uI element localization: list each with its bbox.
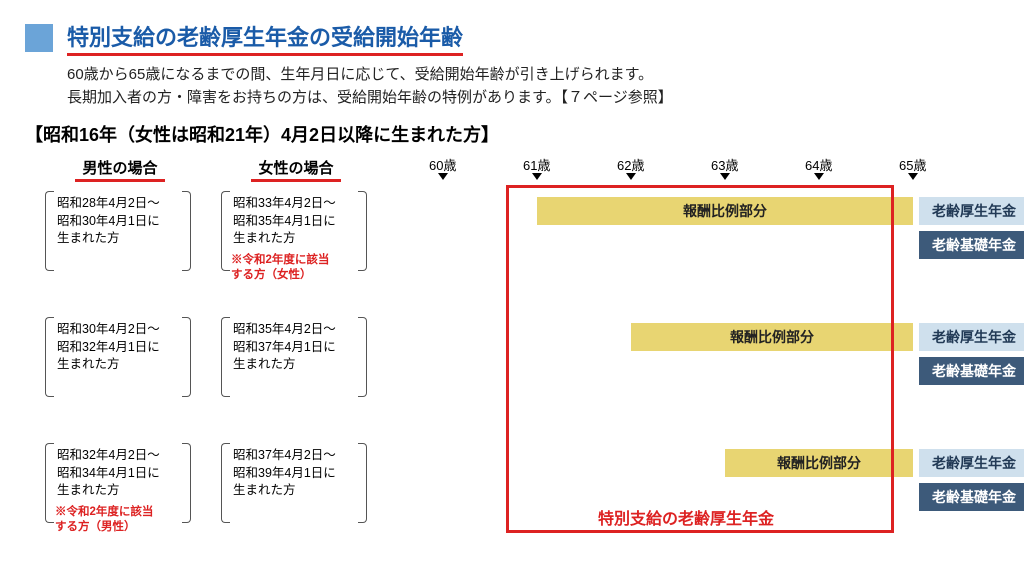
female-birth-range: 昭和33年4月2日～昭和35年4月1日に生まれた方※令和2年度に該当する方（女性… — [219, 189, 369, 273]
chart-area: 報酬比例部分老齢厚生年金老齢基礎年金 — [443, 315, 1013, 399]
female-birth-range: 昭和35年4月2日～昭和37年4月1日に生まれた方 — [219, 315, 369, 399]
birth-cohort-row: 昭和30年4月2日～昭和32年4月1日に生まれた方昭和35年4月2日～昭和37年… — [25, 315, 999, 399]
kousei-nenkin-bar: 老齢厚生年金 — [919, 449, 1024, 477]
title-row: 特別支給の老齢厚生年金の受給開始年齢 — [25, 20, 999, 56]
chart-area: 報酬比例部分老齢厚生年金老齢基礎年金 — [443, 189, 1013, 273]
female-birth-range: 昭和37年4月2日～昭和39年4月1日に生まれた方 — [219, 441, 369, 525]
kousei-nenkin-bar: 老齢厚生年金 — [919, 197, 1024, 225]
rows-container: 昭和28年4月2日～昭和30年4月1日に生まれた方昭和33年4月2日～昭和35年… — [25, 189, 999, 525]
age-tick-label: 60歳 — [429, 155, 456, 174]
section-heading: 【昭和16年（女性は昭和21年）4月2日以降に生まれた方】 — [25, 121, 999, 147]
male-birth-range: 昭和28年4月2日～昭和30年4月1日に生まれた方 — [43, 189, 193, 273]
male-birth-range: 昭和30年4月2日～昭和32年4月1日に生まれた方 — [43, 315, 193, 399]
age-tick-label: 61歳 — [523, 155, 550, 174]
birth-cohort-row: 昭和28年4月2日～昭和30年4月1日に生まれた方昭和33年4月2日～昭和35年… — [25, 189, 999, 273]
kiso-nenkin-bar: 老齢基礎年金 — [919, 357, 1024, 385]
male-birth-range: 昭和32年4月2日～昭和34年4月1日に生まれた方※令和2年度に該当する方（男性… — [43, 441, 193, 525]
female-note: ※令和2年度に該当する方（女性） — [231, 253, 329, 283]
proportional-bar: 報酬比例部分 — [725, 449, 913, 477]
column-headers: 男性の場合 女性の場合 60歳 61歳 62歳 63歳 64歳 65歳 — [25, 155, 999, 183]
callout-label: 特別支給の老齢厚生年金 — [598, 505, 774, 529]
proportional-bar: 報酬比例部分 — [537, 197, 913, 225]
age-tick-label: 63歳 — [711, 155, 738, 174]
age-tick-label: 64歳 — [805, 155, 832, 174]
desc-line-1: 60歳から65歳になるまでの間、生年月日に応じて、受給開始年齢が引き上げられます… — [67, 64, 999, 87]
female-column-header: 女性の場合 — [251, 157, 341, 182]
age-tick-label: 65歳 — [899, 155, 926, 174]
description: 60歳から65歳になるまでの間、生年月日に応じて、受給開始年齢が引き上げられます… — [67, 64, 999, 109]
birth-cohort-row: 昭和32年4月2日～昭和34年4月1日に生まれた方※令和2年度に該当する方（男性… — [25, 441, 999, 525]
kiso-nenkin-bar: 老齢基礎年金 — [919, 483, 1024, 511]
title-accent-box — [25, 24, 53, 52]
male-note: ※令和2年度に該当する方（男性） — [55, 505, 153, 535]
desc-line-2: 長期加入者の方・障害をお持ちの方は、受給開始年齢の特例があります。【７ページ参照… — [67, 87, 999, 110]
proportional-bar: 報酬比例部分 — [631, 323, 913, 351]
male-column-header: 男性の場合 — [75, 157, 165, 182]
kiso-nenkin-bar: 老齢基礎年金 — [919, 231, 1024, 259]
age-tick-label: 62歳 — [617, 155, 644, 174]
kousei-nenkin-bar: 老齢厚生年金 — [919, 323, 1024, 351]
page-title: 特別支給の老齢厚生年金の受給開始年齢 — [67, 20, 463, 56]
